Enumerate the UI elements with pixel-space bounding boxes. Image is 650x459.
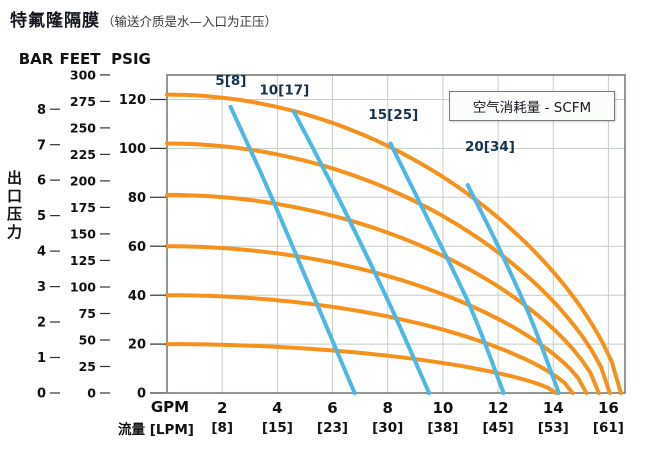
x-axis-unit-gpm: GPM xyxy=(150,398,190,416)
y-axis-title: 出口压力 xyxy=(5,170,23,242)
x-tick-label-lpm: [23] xyxy=(317,420,348,436)
y-tick-label-psig: 0 xyxy=(137,387,146,402)
x-tick-label-gpm: 2 xyxy=(217,399,227,417)
y-axis-header-psig: PSIG xyxy=(111,50,151,68)
y-tick-label-feet: 100 xyxy=(70,279,96,294)
y-tick-label-bar: 5 xyxy=(37,209,46,224)
y-tick-label-bar: 7 xyxy=(37,138,46,153)
y-tick-label-feet: 0 xyxy=(87,385,96,400)
x-tick-label-gpm: 14 xyxy=(543,399,564,417)
y-tick-label-feet: 25 xyxy=(79,359,96,374)
y-tick-label-feet: 75 xyxy=(79,306,96,321)
x-tick-label-gpm: 4 xyxy=(272,399,282,417)
y-tick-label-feet: 225 xyxy=(70,147,96,162)
legend: 空气消耗量 - SCFM xyxy=(449,91,615,121)
plot-border xyxy=(166,74,626,394)
air-curve xyxy=(291,109,432,395)
air-curve-label: 10[17] xyxy=(259,83,309,99)
performance-curve xyxy=(165,293,575,395)
flow-label: 流量 xyxy=(118,422,145,438)
y-tick-label-feet: 200 xyxy=(70,173,96,188)
y-tick-label-bar: 8 xyxy=(37,103,46,118)
y-tick-label-bar: 2 xyxy=(37,316,46,331)
x-tick-label-gpm: 12 xyxy=(488,399,509,417)
y-axis-header-feet: FEET xyxy=(59,50,101,68)
x-tick-label-lpm: [8] xyxy=(211,420,233,436)
x-tick-label-lpm: [30] xyxy=(372,420,403,436)
air-curve xyxy=(388,141,506,395)
y-tick-label-psig: 120 xyxy=(119,93,146,108)
chart-subtitle: （输送介质是水—入口为正压） xyxy=(102,14,278,29)
x-axis-unit-lpm: 流量 [LPM] xyxy=(112,418,200,438)
y-tick-label-psig: 20 xyxy=(128,338,146,353)
performance-curve xyxy=(165,141,612,395)
y-tick-label-feet: 275 xyxy=(70,94,96,109)
air-curve xyxy=(465,183,561,395)
lpm-label: [LPM] xyxy=(149,422,194,438)
x-tick-label-gpm: 10 xyxy=(432,399,453,417)
x-tick-label-gpm: 8 xyxy=(382,399,392,417)
air-curve-label: 20[34] xyxy=(465,139,515,155)
y-tick-label-psig: 80 xyxy=(128,191,146,206)
y-tick-label-feet: 125 xyxy=(70,253,96,268)
x-tick-label-lpm: [61] xyxy=(593,420,624,436)
y-tick-label-psig: 60 xyxy=(128,240,146,255)
y-tick-label-bar: 4 xyxy=(37,245,46,260)
y-tick-label-feet: 50 xyxy=(79,332,97,347)
y-tick-label-psig: 40 xyxy=(128,289,146,304)
legend-text: 空气消耗量 - SCFM xyxy=(472,100,592,116)
air-curve-label: 15[25] xyxy=(368,107,418,123)
y-tick-label-feet: 150 xyxy=(70,226,96,241)
chart-title: 特氟隆隔膜 xyxy=(10,11,100,31)
chart-title-row: 特氟隆隔膜 （输送介质是水—入口为正压） xyxy=(10,6,277,31)
air-curve-label: 5[8] xyxy=(215,73,246,89)
x-tick-label-lpm: [15] xyxy=(262,420,293,436)
y-tick-label-bar: 1 xyxy=(37,351,46,366)
y-tick-label-feet: 300 xyxy=(70,67,96,82)
x-tick-label-gpm: 16 xyxy=(598,399,619,417)
x-tick-label-gpm: 6 xyxy=(327,399,337,417)
x-tick-label-lpm: [45] xyxy=(483,420,514,436)
air-curve xyxy=(228,104,357,395)
y-tick-label-psig: 100 xyxy=(119,142,146,157)
y-tick-label-bar: 3 xyxy=(37,280,46,295)
x-tick-label-lpm: [53] xyxy=(538,420,569,436)
performance-curve xyxy=(165,342,558,395)
y-tick-label-feet: 175 xyxy=(70,200,96,215)
x-tick-label-lpm: [38] xyxy=(427,420,458,436)
y-axis-header-bar: BAR xyxy=(18,50,54,68)
performance-curve xyxy=(165,244,589,395)
y-tick-label-feet: 250 xyxy=(70,120,96,135)
y-tick-label-bar: 0 xyxy=(37,387,46,402)
y-tick-label-bar: 6 xyxy=(37,174,46,189)
